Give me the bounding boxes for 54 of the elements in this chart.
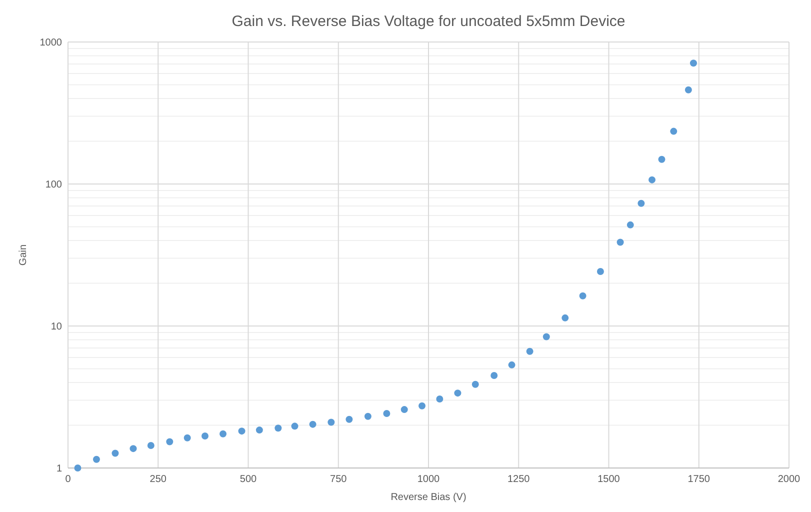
point <box>184 434 191 442</box>
x-tick-label: 1250 <box>508 474 530 485</box>
point <box>400 406 408 414</box>
x-axis-title: Reverse Bias (V) <box>390 492 466 503</box>
x-tick-label: 2000 <box>778 474 801 485</box>
point <box>626 221 634 228</box>
point <box>508 361 516 368</box>
point <box>166 438 174 446</box>
point <box>436 396 444 403</box>
x-tick-label: 0 <box>65 474 72 485</box>
point <box>690 60 697 67</box>
point <box>291 422 298 430</box>
x-tick-label: 1000 <box>417 474 440 485</box>
x-tick-label: 1500 <box>598 474 620 485</box>
x-tick-label: 1750 <box>688 474 710 485</box>
point <box>579 292 586 300</box>
point <box>220 430 227 438</box>
point <box>364 412 372 420</box>
point <box>526 348 534 355</box>
point <box>616 238 624 246</box>
y-tick-label: 1000 <box>40 38 62 48</box>
point <box>274 424 282 432</box>
x-tick-label: 750 <box>330 474 348 485</box>
point <box>670 128 678 135</box>
y-axis-title: Gain <box>18 244 29 266</box>
point <box>112 450 119 457</box>
point <box>648 176 656 184</box>
point <box>92 456 100 463</box>
point <box>238 428 246 435</box>
point <box>684 86 692 94</box>
point <box>74 464 82 472</box>
point <box>596 268 604 275</box>
point <box>130 445 137 452</box>
point <box>309 420 316 428</box>
point <box>454 390 462 397</box>
y-tick-label: 1 <box>56 464 62 474</box>
x-tick-label: 250 <box>150 474 167 485</box>
x-tick-label: 500 <box>240 474 258 485</box>
point <box>346 416 353 423</box>
point <box>658 156 666 163</box>
point <box>256 426 263 434</box>
y-tick-label: 10 <box>50 322 62 332</box>
point <box>638 200 645 207</box>
point <box>328 418 335 426</box>
point <box>472 380 479 388</box>
point <box>562 314 569 322</box>
point <box>490 372 498 380</box>
point <box>383 410 390 417</box>
point <box>542 333 550 340</box>
point <box>147 442 154 450</box>
point <box>201 432 208 440</box>
point <box>418 402 426 410</box>
chart-title: Gain vs. Reverse Bias Voltage for uncoated 5x5mm Device <box>232 13 626 30</box>
y-tick-label: 100 <box>45 180 62 190</box>
